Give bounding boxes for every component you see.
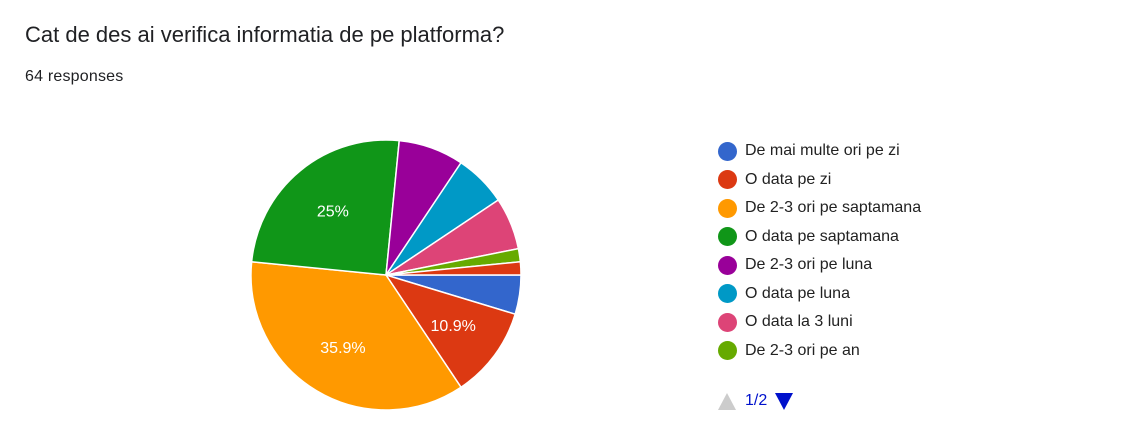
legend-swatch-icon — [718, 198, 737, 218]
pie-slice-labels: 10.9% 35.9% 25% — [317, 203, 476, 356]
triangle-up-icon[interactable] — [718, 392, 736, 410]
chart-legend: De mai multe ori pe zi O data pe zi De 2-3… — [718, 137, 1098, 365]
pie-slice-label-3: 35.9% — [320, 340, 365, 357]
chart-title: Cat de des ai verifica informatia de pe … — [25, 22, 505, 47]
response-count: 64 responses — [25, 68, 124, 85]
legend-pager: 1/2 — [718, 389, 794, 413]
legend-swatch-icon — [718, 227, 737, 247]
legend-swatch-icon — [718, 284, 737, 304]
legend-label: O data la 3 luni — [745, 313, 853, 331]
legend-item-1[interactable]: De mai multe ori pe zi — [718, 137, 1098, 166]
legend-swatch-icon — [718, 141, 737, 161]
legend-item-3[interactable]: De 2-3 ori pe saptamana — [718, 194, 1098, 223]
legend-item-7[interactable]: O data la 3 luni — [718, 308, 1098, 337]
legend-label: O data pe zi — [745, 170, 832, 188]
legend-label: De 2-3 ori pe an — [745, 341, 860, 359]
pie-slice-9[interactable] — [385, 260, 522, 276]
legend-swatch-icon — [718, 341, 737, 361]
legend-swatch-icon — [718, 170, 737, 190]
legend-item-4[interactable]: O data pe saptamana — [718, 223, 1098, 252]
triangle-down-icon[interactable] — [775, 392, 794, 410]
legend-label: De 2-3 ori pe saptamana — [745, 199, 922, 217]
pie-slices — [250, 139, 522, 411]
pie-slice-label-2: 10.9% — [431, 318, 476, 335]
legend-label: O data pe saptamana — [745, 227, 899, 245]
legend-item-6[interactable]: O data pe luna — [718, 280, 1098, 309]
legend-label: O data pe luna — [745, 284, 850, 302]
legend-item-5[interactable]: De 2-3 ori pe luna — [718, 251, 1098, 280]
legend-label: De 2-3 ori pe luna — [745, 256, 873, 274]
legend-swatch-icon — [718, 312, 737, 332]
pie-slice-label-4: 25% — [317, 203, 349, 220]
legend-item-8[interactable]: De 2-3 ori pe an — [718, 337, 1098, 366]
legend-label: De mai multe ori pe zi — [745, 142, 900, 160]
pie-slice-2[interactable] — [384, 273, 517, 389]
pie-slice-4[interactable] — [250, 139, 401, 276]
pie-slice-3[interactable] — [250, 260, 463, 411]
legend-item-2[interactable]: O data pe zi — [718, 166, 1098, 195]
legend-swatch-icon — [718, 255, 737, 275]
legend-page-label: 1/2 — [745, 392, 768, 409]
